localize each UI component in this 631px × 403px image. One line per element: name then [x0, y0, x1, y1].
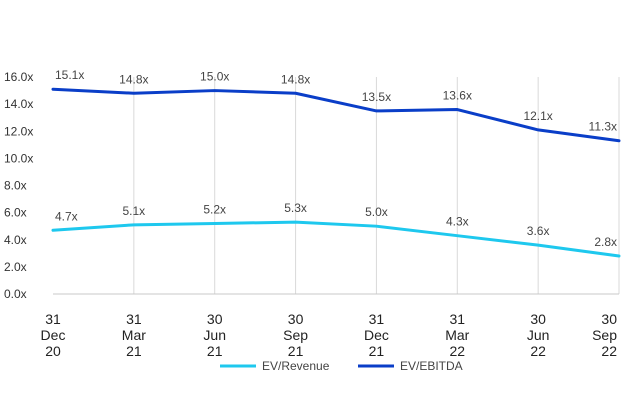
y-tick-label: 14.0x: [4, 97, 33, 111]
x-tick-label: 30 Jun 22: [527, 311, 550, 359]
x-tick-label-line: Sep: [283, 327, 308, 343]
data-label: 2.8x: [594, 235, 617, 249]
data-label: 14.8x: [281, 72, 310, 86]
x-tick-label-line: 30: [601, 311, 617, 327]
x-tick-label-line: Jun: [203, 327, 226, 343]
x-tick-label-line: 22: [530, 343, 546, 359]
data-label: 13.6x: [443, 89, 472, 103]
x-tick-label-line: 22: [449, 343, 465, 359]
y-axis: 0.0x 2.0x 4.0x 6.0x 8.0x 10.0x 12.0x 14.0x 16.0x: [4, 70, 33, 301]
x-tick-label-line: 21: [288, 343, 304, 359]
y-tick-label: 12.0x: [4, 124, 33, 138]
x-tick-label-line: 20: [45, 343, 61, 359]
y-tick-label: 6.0x: [4, 206, 27, 220]
y-tick-label: 0.0x: [4, 287, 27, 301]
x-tick-label-line: Dec: [364, 327, 389, 343]
x-tick-label: 31 Mar 22: [445, 311, 469, 359]
y-tick-label: 16.0x: [4, 70, 33, 84]
x-tick-label-line: 30: [530, 311, 546, 327]
x-tick-label-line: 30: [288, 311, 304, 327]
data-label: 14.8x: [119, 72, 148, 86]
x-tick-label: 30 Jun 21: [203, 311, 226, 359]
data-label: 5.1x: [123, 204, 146, 218]
x-tick-label-line: 31: [449, 311, 465, 327]
x-tick-label-line: Mar: [445, 327, 469, 343]
x-tick-label: 31 Dec 21: [364, 311, 389, 359]
series-lines: [51, 87, 621, 258]
data-label: 3.6x: [527, 224, 550, 238]
x-tick-label-line: 31: [45, 311, 61, 327]
series-line-ev-revenue: [51, 220, 621, 258]
x-tick-label: 30 Sep 21: [283, 311, 308, 359]
x-tick-label-line: 21: [369, 343, 385, 359]
series-line-ev-ebitda: [51, 87, 621, 143]
legend-label: EV/EBITDA: [400, 359, 463, 373]
data-label: 4.3x: [446, 215, 469, 229]
x-tick-label-line: Jun: [527, 327, 550, 343]
x-tick-label-line: 30: [207, 311, 223, 327]
x-tick-label-line: 21: [207, 343, 223, 359]
legend-label: EV/Revenue: [262, 359, 330, 373]
x-tick-label: 31 Mar 21: [122, 311, 146, 359]
x-tick-label: 31 Dec 20: [41, 311, 66, 359]
y-tick-label: 4.0x: [4, 233, 27, 247]
y-tick-label: 8.0x: [4, 179, 27, 193]
gridlines: [53, 77, 620, 295]
data-label: 5.3x: [284, 201, 307, 215]
x-tick-label-line: Dec: [41, 327, 66, 343]
x-tick-label-line: 21: [126, 343, 142, 359]
x-tick-label-line: 31: [126, 311, 142, 327]
x-tick-label-line: 31: [369, 311, 385, 327]
y-tick-label: 10.0x: [4, 151, 33, 165]
data-label: 15.1x: [55, 68, 84, 82]
data-label: 5.2x: [203, 202, 226, 216]
data-label: 11.3x: [589, 120, 617, 134]
data-label: 13.5x: [362, 90, 391, 104]
x-tick-label: 30 Sep 22: [592, 311, 617, 359]
data-label: 5.0x: [365, 205, 388, 219]
data-label: 15.0x: [200, 70, 229, 84]
y-tick-label: 2.0x: [4, 260, 27, 274]
data-label: 4.7x: [55, 209, 78, 223]
legend: EV/Revenue EV/EBITDA: [220, 359, 463, 373]
data-label: 12.1x: [523, 109, 552, 123]
x-tick-label-line: 22: [601, 343, 617, 359]
data-labels: 4.7x 5.1x 5.2x 5.3x 5.0x 4.3x 3.6x 2.8x 15.1x 14.…: [55, 68, 617, 249]
x-tick-label-line: Sep: [592, 327, 617, 343]
x-tick-label-line: Mar: [122, 327, 146, 343]
